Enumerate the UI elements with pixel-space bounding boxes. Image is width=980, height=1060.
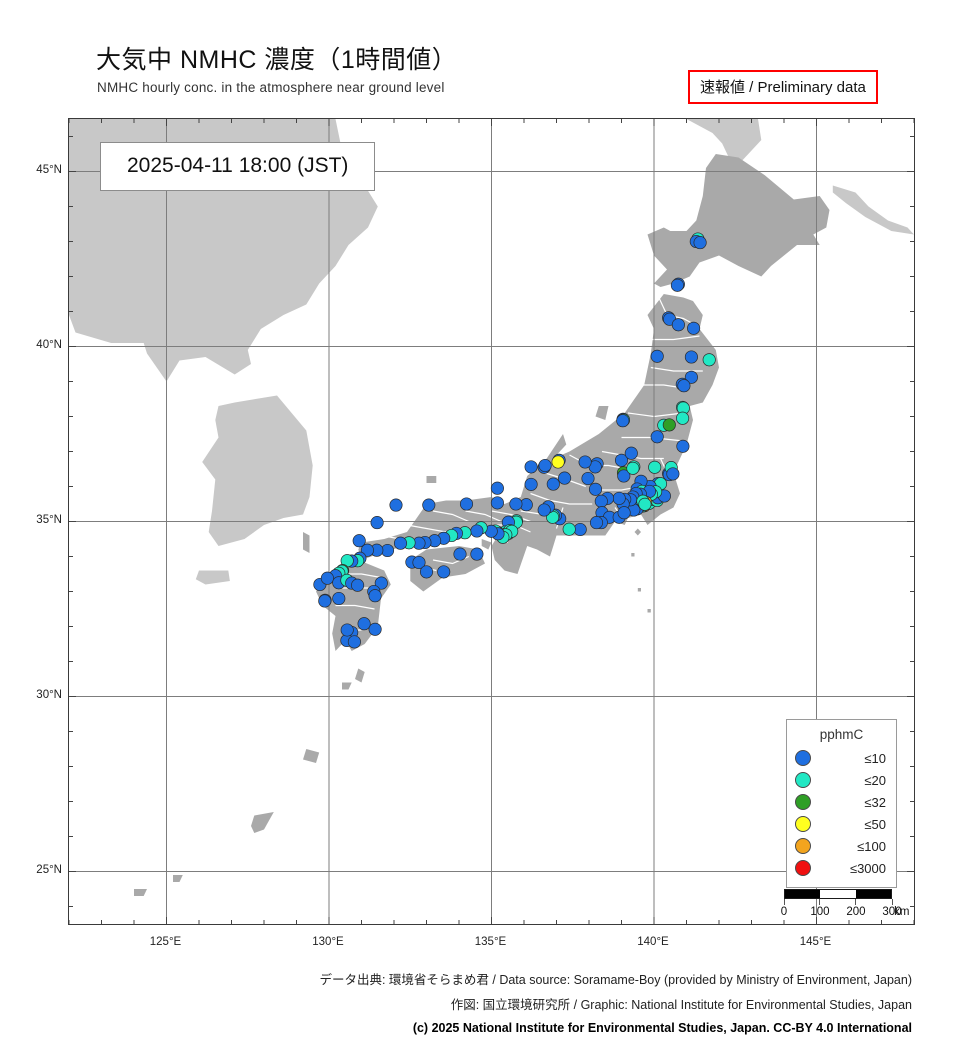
scale-tick-label: 200 [846, 906, 866, 918]
longitude-label: 140°E [637, 936, 669, 948]
page-title: 大気中 NMHC 濃度（1時間値） [96, 46, 458, 74]
legend-item: ≤20 [795, 769, 888, 791]
legend-item-label: ≤3000 [849, 860, 886, 876]
latitude-label: 30°N [36, 688, 62, 701]
legend-item-label: ≤32 [864, 794, 886, 810]
station-points [313, 232, 716, 649]
legend-color-swatch-icon [795, 838, 811, 854]
scale-bar: 0 100 200 300 km [780, 889, 910, 920]
scale-tick [855, 899, 857, 905]
scale-tick [819, 899, 821, 905]
footer-data-source: データ出典: 環境省そらまめ君 / Data source: Soramame-… [319, 973, 912, 987]
legend-item-label: ≤10 [864, 750, 886, 766]
latitude-label: 35°N [36, 513, 62, 526]
latitude-label: 45°N [36, 163, 62, 176]
legend-item: ≤10 [795, 747, 888, 769]
scale-bar-segments [784, 889, 892, 899]
legend-color-swatch-icon [795, 750, 811, 766]
longitude-label: 130°E [312, 936, 344, 948]
scale-segment [820, 890, 856, 898]
latitude-label: 25°N [36, 863, 62, 876]
legend-item-label: ≤50 [864, 816, 886, 832]
scale-segment [785, 890, 821, 898]
scale-bar-labels: 0 100 200 300 km [780, 906, 910, 920]
scale-tick-label: 300 [882, 906, 902, 918]
scale-unit-label: km [894, 906, 910, 918]
legend-item: ≤3000 [795, 857, 888, 879]
legend: pphmC ≤10 ≤20 ≤32 ≤50 ≤100 ≤3000 [786, 719, 897, 888]
legend-color-swatch-icon [795, 816, 811, 832]
legend-rows: ≤10 ≤20 ≤32 ≤50 ≤100 ≤3000 [795, 747, 888, 879]
legend-item: ≤50 [795, 813, 888, 835]
legend-color-swatch-icon [795, 772, 811, 788]
longitude-label: 145°E [799, 936, 832, 948]
footer-copyright: (c) 2025 National Institute for Environm… [412, 1021, 912, 1035]
preliminary-data-badge: 速報値 / Preliminary data [688, 70, 878, 104]
frame-ticks [69, 119, 914, 924]
legend-title: pphmC [819, 727, 864, 742]
scale-bar-ticks [783, 899, 893, 906]
legend-item: ≤100 [795, 835, 888, 857]
longitude-label: 135°E [474, 936, 507, 948]
longitude-label: 125°E [149, 936, 182, 948]
timestamp-box: 2025-04-11 18:00 (JST) [100, 142, 376, 191]
legend-item: ≤32 [795, 791, 888, 813]
latitude-label: 40°N [36, 338, 62, 351]
scale-tick-label: 100 [810, 906, 830, 918]
scale-tick [891, 899, 893, 905]
legend-item-label: ≤20 [864, 772, 886, 788]
legend-item-label: ≤100 [857, 838, 886, 854]
scale-tick [783, 899, 785, 905]
scale-segment [855, 890, 891, 898]
legend-color-swatch-icon [795, 794, 811, 810]
legend-color-swatch-icon [795, 860, 811, 876]
scale-tick-label: 0 [780, 906, 788, 918]
page-subtitle: NMHC hourly conc. in the atmosphere near… [97, 80, 445, 95]
footer-graphic-credit: 作図: 国立環境研究所 / Graphic: National Institut… [450, 998, 912, 1012]
